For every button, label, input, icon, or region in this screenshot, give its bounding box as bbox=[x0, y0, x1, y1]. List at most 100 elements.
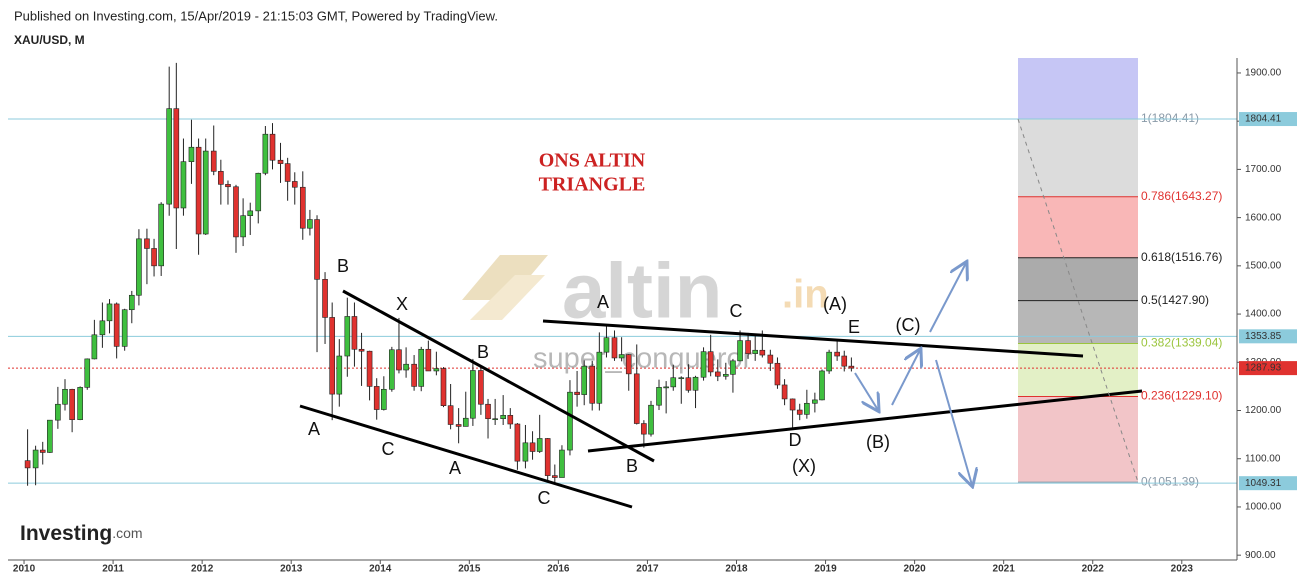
candle-body bbox=[128, 294, 135, 311]
candle-body bbox=[796, 409, 803, 415]
candle-body bbox=[218, 171, 224, 185]
candle-body bbox=[670, 377, 677, 388]
candle-body bbox=[774, 362, 781, 386]
price-level-box bbox=[1239, 329, 1297, 344]
wave-label: (C) bbox=[896, 315, 921, 335]
candle-body bbox=[522, 442, 529, 462]
fib-label: 0.382(1339.04) bbox=[1141, 336, 1222, 350]
candle-body bbox=[255, 172, 262, 212]
candle-body bbox=[723, 374, 729, 377]
fib-label: 0.5(1427.90) bbox=[1141, 293, 1209, 307]
candle-body bbox=[403, 363, 409, 371]
axes: 1900.001800.001700.001600.001500.001400.… bbox=[8, 58, 1297, 575]
candle-body bbox=[625, 354, 632, 375]
price-level-label: 1353.85 bbox=[1245, 331, 1282, 342]
fib-zone bbox=[1018, 58, 1138, 120]
candle-body bbox=[596, 351, 603, 404]
y-tick-label: 1700.00 bbox=[1245, 164, 1282, 175]
watermark-logo bbox=[462, 255, 548, 300]
candle-body bbox=[55, 403, 61, 421]
candle-body bbox=[173, 108, 180, 209]
price-level-box bbox=[1239, 361, 1297, 376]
fib-zone bbox=[1018, 343, 1138, 397]
candle-body bbox=[24, 460, 31, 469]
candle-body bbox=[277, 159, 284, 164]
symbol: XAU/USD, M bbox=[14, 33, 85, 47]
candle-body bbox=[611, 337, 618, 359]
wave-label: B bbox=[337, 256, 349, 276]
x-tick-label: 2012 bbox=[191, 564, 214, 575]
fib-label: 1(1804.41) bbox=[1141, 111, 1199, 125]
arrow bbox=[929, 263, 966, 333]
candle-body bbox=[202, 150, 209, 235]
candle-body bbox=[113, 303, 120, 347]
candle-body bbox=[470, 370, 476, 419]
candle-body bbox=[812, 399, 818, 404]
trendline bbox=[542, 319, 1084, 358]
candle-body bbox=[737, 340, 743, 362]
candle-body bbox=[559, 449, 565, 478]
candle-body bbox=[804, 402, 810, 415]
candle-body bbox=[581, 365, 588, 395]
candle-body bbox=[314, 219, 320, 280]
published-note: Published on Investing.com, 15/Apr/2019 … bbox=[14, 8, 498, 23]
y-tick-label: 1100.00 bbox=[1245, 453, 1281, 464]
candle-body bbox=[648, 404, 654, 435]
x-tick-label: 2010 bbox=[13, 564, 36, 575]
candle-body bbox=[299, 186, 306, 229]
candle-body bbox=[99, 320, 106, 336]
watermark-author: super_conqueror bbox=[533, 343, 753, 375]
logo-suffix: .com bbox=[112, 525, 142, 541]
price-level-label: 1049.31 bbox=[1245, 478, 1282, 489]
y-tick-label: 1900.00 bbox=[1245, 68, 1282, 79]
candle-body bbox=[247, 210, 254, 216]
candle-body bbox=[240, 215, 246, 238]
candle-body bbox=[411, 363, 417, 387]
x-tick-label: 2021 bbox=[993, 564, 1016, 575]
candle-body bbox=[447, 405, 454, 425]
candle-body bbox=[39, 449, 46, 453]
wave-label: X bbox=[396, 294, 408, 314]
x-tick-label: 2018 bbox=[725, 564, 748, 575]
fib-label: 0.236(1229.10) bbox=[1141, 389, 1222, 403]
candle-body bbox=[425, 348, 432, 372]
candle-body bbox=[358, 348, 365, 352]
trendline bbox=[299, 404, 633, 509]
wave-label: C bbox=[382, 439, 395, 459]
wave-label: (X) bbox=[792, 456, 816, 476]
candle-body bbox=[656, 387, 662, 406]
candle-body bbox=[336, 355, 343, 395]
candle-body bbox=[536, 438, 543, 452]
candles bbox=[24, 62, 855, 486]
x-tick-label: 2022 bbox=[1082, 564, 1105, 575]
x-tick-label: 2013 bbox=[280, 564, 303, 575]
candle-body bbox=[730, 360, 736, 375]
candle-body bbox=[848, 365, 855, 369]
candle-body bbox=[789, 398, 796, 411]
wave-label: A bbox=[597, 292, 609, 312]
candle-body bbox=[529, 442, 536, 452]
candle-body bbox=[69, 388, 75, 420]
candle-body bbox=[233, 186, 239, 238]
candle-body bbox=[373, 386, 380, 410]
candle-body bbox=[633, 373, 640, 424]
candle-body bbox=[685, 377, 692, 391]
price-level-box bbox=[1239, 476, 1297, 491]
logo: Investing.com bbox=[20, 522, 143, 545]
candle-body bbox=[188, 146, 195, 162]
wave-label: (A) bbox=[823, 294, 847, 314]
wave-label: D bbox=[789, 430, 802, 450]
wave-label: B bbox=[477, 342, 489, 362]
candle-body bbox=[322, 279, 328, 318]
candle-body bbox=[767, 354, 774, 364]
candle-body bbox=[485, 403, 491, 420]
x-tick-label: 2015 bbox=[458, 564, 481, 575]
x-tick-label: 2020 bbox=[903, 564, 926, 575]
candle-body bbox=[136, 238, 142, 296]
candle-body bbox=[589, 365, 596, 404]
candle-body bbox=[544, 438, 551, 476]
candle-body bbox=[195, 146, 202, 235]
candle-body bbox=[826, 351, 832, 372]
x-tick-label: 2011 bbox=[102, 564, 124, 575]
